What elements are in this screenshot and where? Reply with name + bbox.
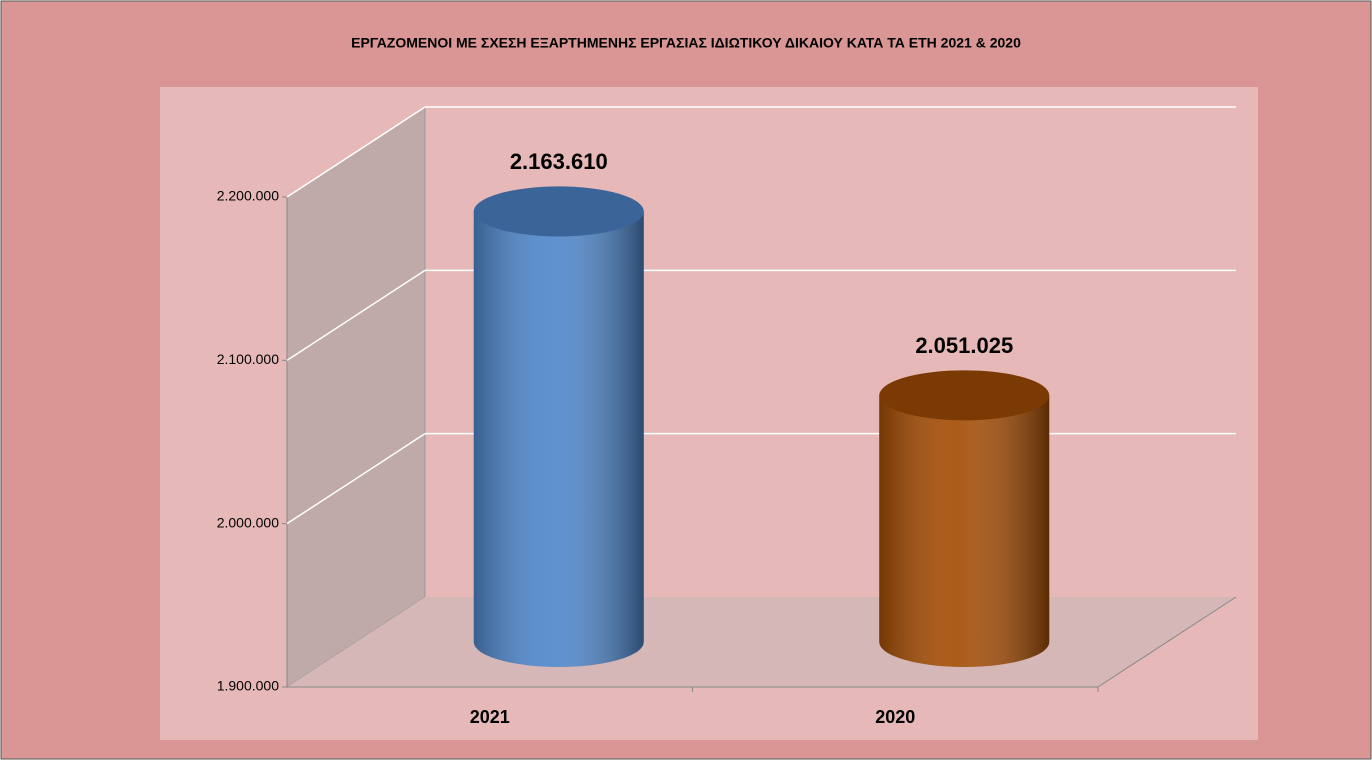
bar-top: [879, 370, 1050, 421]
bar-top-shade: [473, 186, 644, 237]
x-tick-label: 2021: [470, 707, 510, 727]
bar-top: [473, 186, 644, 237]
bar-shade: [879, 395, 1050, 667]
y-tick-label: 2.000.000: [217, 514, 279, 530]
bar-shade: [473, 211, 644, 667]
grid-line: [286, 269, 426, 361]
y-tick-label: 1.900.000: [217, 678, 279, 694]
y-tick-label: 2.100.000: [217, 351, 279, 367]
bar-top-shade: [879, 370, 1050, 421]
floor-edge: [1097, 596, 1237, 688]
value-label: 2.051.025: [915, 333, 1013, 358]
y-tick-label: 2.200.000: [217, 188, 279, 204]
floor: [287, 597, 1236, 687]
side-wall: [286, 106, 426, 688]
grid-line: [286, 106, 426, 198]
value-label: 2.163.610: [510, 149, 608, 174]
chart-title: ΕΡΓΑΖΟΜΕΝΟΙ ΜΕ ΣΧΕΣΗ ΕΞΑΡΤΗΜΕΝΗΣ ΕΡΓΑΣΙΑ…: [351, 35, 1021, 51]
x-tick-label: 2020: [875, 707, 915, 727]
grid-line: [286, 433, 426, 525]
